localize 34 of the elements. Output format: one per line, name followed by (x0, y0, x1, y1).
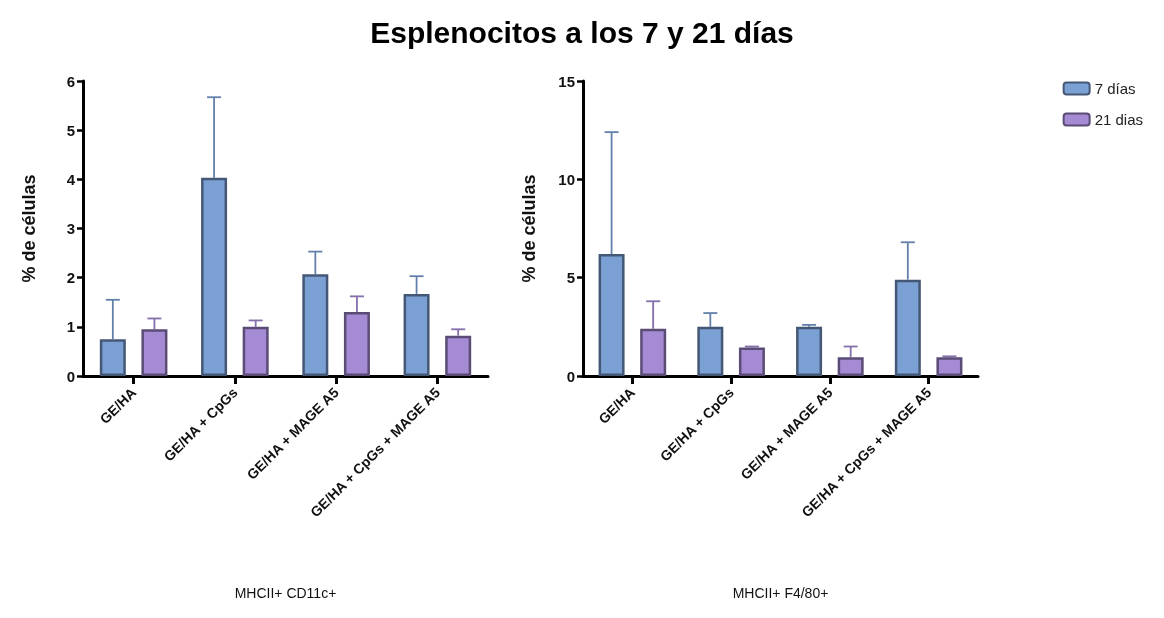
y-tick-label: 4 (66, 170, 76, 188)
y-tick-label: 3 (66, 220, 75, 237)
bar (640, 328, 667, 376)
y-tick-label: 0 (66, 367, 75, 385)
y-tick-label: 15 (558, 72, 575, 90)
bar (936, 357, 963, 376)
y-tick-label: 5 (66, 121, 75, 139)
y-axis-title: % de células (519, 174, 539, 283)
legend-label: 21 dias (1094, 111, 1144, 128)
bar (796, 326, 823, 376)
bar (598, 254, 625, 376)
y-tick-label: 2 (66, 269, 75, 287)
bar (141, 329, 168, 376)
bar (697, 326, 724, 376)
bar (201, 177, 228, 376)
bar (99, 339, 126, 376)
y-tick-label: 0 (566, 367, 575, 385)
y-tick-label: 5 (566, 269, 575, 287)
bar (242, 326, 269, 376)
y-tick-label: 6 (66, 72, 75, 90)
bar (894, 279, 921, 376)
y-axis-title: % de células (19, 174, 39, 283)
x-axis-title: MHCII+ F4/80+ (732, 585, 829, 601)
legend-label: 7 días (1094, 80, 1136, 97)
bar (837, 357, 864, 376)
bar (403, 293, 430, 376)
text: Esplenocitos a los 7 y 21 días (369, 15, 795, 51)
bar (445, 335, 472, 376)
bar (738, 347, 765, 376)
bar (302, 274, 329, 376)
x-axis-title: MHCII+ CD11c+ (234, 585, 337, 601)
bar (343, 312, 370, 376)
y-tick-label: 1 (66, 318, 75, 336)
y-tick-label: 10 (558, 170, 575, 188)
